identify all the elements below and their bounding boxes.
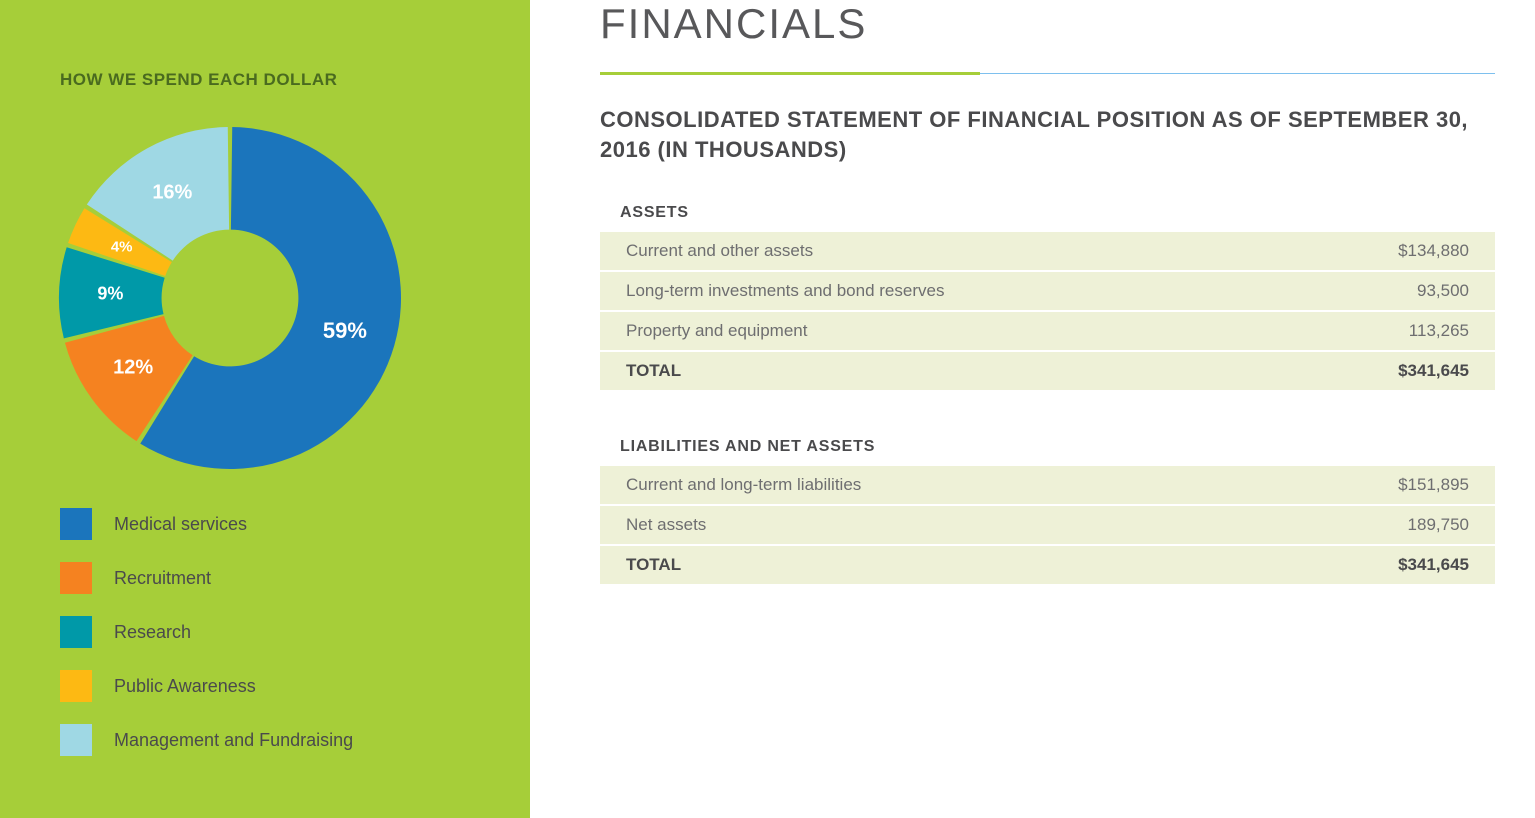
financial-section: ASSETSCurrent and other assets$134,880Lo… — [600, 194, 1495, 392]
title-rule — [600, 72, 1495, 75]
table-row: Current and long-term liabilities$151,89… — [600, 466, 1495, 505]
legend-item: Public Awareness — [60, 670, 470, 702]
legend-swatch — [60, 724, 92, 756]
row-value: $134,880 — [1272, 232, 1495, 271]
financial-table: Current and long-term liabilities$151,89… — [600, 466, 1495, 586]
page-title: FINANCIALS — [600, 0, 1495, 48]
row-label: Current and long-term liabilities — [600, 466, 1227, 505]
row-label: Current and other assets — [600, 232, 1272, 271]
table-total-row: TOTAL$341,645 — [600, 545, 1495, 585]
legend-swatch — [60, 508, 92, 540]
spending-panel: HOW WE SPEND EACH DOLLAR 59% 12% 9% 4% 16% M… — [0, 0, 530, 818]
legend-item: Research — [60, 616, 470, 648]
row-value: $151,895 — [1227, 466, 1495, 505]
slice-pct-label: 4% — [111, 239, 133, 256]
row-value: 93,500 — [1272, 271, 1495, 311]
row-label: TOTAL — [600, 351, 1272, 391]
financials-panel: FINANCIALS CONSOLIDATED STATEMENT OF FIN… — [530, 0, 1535, 818]
legend-swatch — [60, 562, 92, 594]
slice-pct-label: 59% — [323, 318, 367, 344]
row-value: 189,750 — [1227, 505, 1495, 545]
slice-pct-label: 12% — [113, 357, 153, 380]
row-label: Net assets — [600, 505, 1227, 545]
row-value: 113,265 — [1272, 311, 1495, 351]
slice-pct-label: 16% — [152, 182, 192, 205]
legend-label: Public Awareness — [114, 676, 256, 697]
row-label: Long-term investments and bond reserves — [600, 271, 1272, 311]
legend-item: Management and Fundraising — [60, 724, 470, 756]
table-row: Long-term investments and bond reserves9… — [600, 271, 1495, 311]
table-total-row: TOTAL$341,645 — [600, 351, 1495, 391]
legend-label: Research — [114, 622, 191, 643]
statement-subtitle: CONSOLIDATED STATEMENT OF FINANCIAL POSI… — [600, 105, 1495, 164]
table-row: Current and other assets$134,880 — [600, 232, 1495, 271]
financial-section: LIABILITIES AND NET ASSETSCurrent and lo… — [600, 428, 1495, 586]
section-header: ASSETS — [600, 194, 1495, 232]
financial-table: Current and other assets$134,880Long-ter… — [600, 232, 1495, 392]
legend-swatch — [60, 670, 92, 702]
legend-label: Recruitment — [114, 568, 211, 589]
table-row: Property and equipment113,265 — [600, 311, 1495, 351]
legend-item: Recruitment — [60, 562, 470, 594]
legend-item: Medical services — [60, 508, 470, 540]
legend-swatch — [60, 616, 92, 648]
section-header: LIABILITIES AND NET ASSETS — [600, 428, 1495, 466]
legend: Medical services Recruitment Research Publi… — [60, 508, 470, 756]
row-label: Property and equipment — [600, 311, 1272, 351]
row-label: TOTAL — [600, 545, 1227, 585]
row-value: $341,645 — [1272, 351, 1495, 391]
donut-chart: 59% 12% 9% 4% 16% — [50, 118, 410, 478]
legend-label: Management and Fundraising — [114, 730, 353, 751]
legend-label: Medical services — [114, 514, 247, 535]
table-row: Net assets189,750 — [600, 505, 1495, 545]
slice-pct-label: 9% — [97, 284, 123, 305]
chart-title: HOW WE SPEND EACH DOLLAR — [60, 70, 470, 90]
row-value: $341,645 — [1227, 545, 1495, 585]
